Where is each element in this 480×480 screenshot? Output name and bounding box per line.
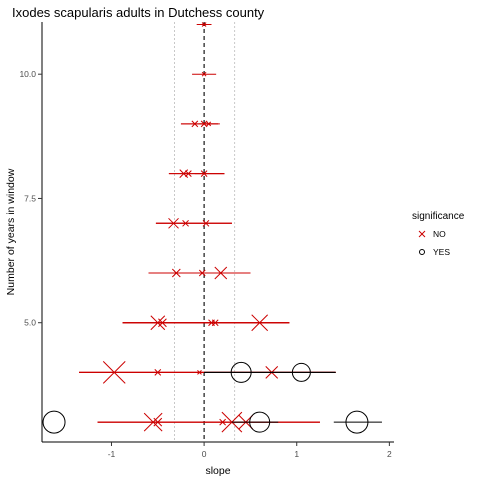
x-axis-ticks: -1 0 1 2 [108, 442, 392, 459]
point-yes-marker [42, 410, 66, 434]
point-no-marker [206, 121, 212, 127]
legend-label-yes: YES [433, 247, 450, 257]
y-tick-label: 7.5 [24, 193, 36, 203]
point-yes-marker [249, 411, 271, 433]
y-tick-label: 5.0 [24, 318, 36, 328]
legend-title: significance [412, 211, 465, 222]
point-yes-marker [345, 410, 369, 434]
point-no-marker [185, 170, 192, 177]
chart-title: Ixodes scapularis adults in Dutchess cou… [12, 5, 265, 20]
legend-label-no: NO [433, 229, 446, 239]
point-no-marker [251, 314, 269, 332]
plot-panel [42, 22, 382, 442]
point-no-marker [201, 22, 207, 27]
y-tick-label: 10.0 [19, 69, 36, 79]
y-axis-label: Number of years in window [5, 168, 17, 295]
y-axis-ticks: 5.0 7.5 10.0 [19, 69, 42, 328]
point-yes-marker [291, 362, 311, 382]
x-tick-label: 2 [387, 449, 392, 459]
legend-circle-icon [419, 249, 425, 255]
point-no-marker [214, 266, 228, 280]
point-no-marker [202, 219, 210, 227]
point-no-marker [200, 170, 208, 177]
legend: significance NO YES [412, 211, 465, 257]
x-tick-label: -1 [108, 449, 116, 459]
x-tick-label: 0 [202, 449, 207, 459]
legend-entry-no: NO [418, 229, 446, 239]
point-no-marker [201, 71, 207, 77]
legend-x-icon [418, 230, 426, 238]
x-tick-label: 1 [294, 449, 299, 459]
legend-entry-yes: YES [419, 247, 450, 257]
x-axis-label: slope [205, 465, 230, 477]
